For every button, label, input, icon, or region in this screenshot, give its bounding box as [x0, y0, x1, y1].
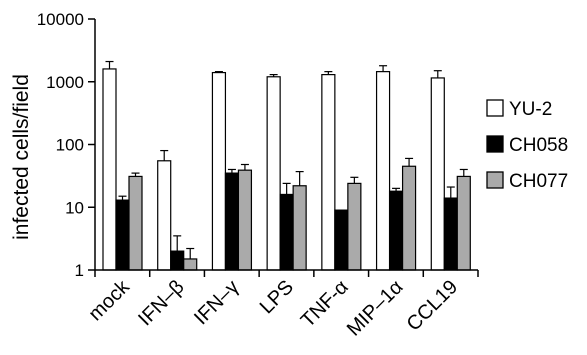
bars [102, 60, 471, 271]
y-tick-label: 10000 [37, 10, 84, 29]
bar-ch077 [292, 185, 307, 271]
x-category-label: MIP–1α [343, 276, 408, 341]
bar-ch058 [170, 250, 185, 271]
bar-ch077 [401, 165, 417, 271]
bar-ch058 [443, 197, 458, 271]
legend-swatch-ch058 [486, 135, 504, 153]
bar-ch058 [279, 193, 294, 271]
x-category-label: LPS [256, 276, 298, 318]
bar-yu-2 [430, 77, 445, 271]
bar-ch077 [183, 258, 198, 271]
bar-ch077 [237, 169, 253, 271]
legend: YU-2 CH058 CH077 [486, 99, 568, 192]
bar-yu-2 [375, 71, 391, 271]
y-tick-label: 100 [56, 136, 84, 155]
x-category-label: mock [85, 275, 135, 325]
y-tick-label: 10 [65, 198, 84, 217]
bar-yu-2 [321, 74, 336, 271]
bar-yu-2 [266, 76, 281, 271]
bar-yu-2 [211, 71, 227, 271]
x-category-label: CCL19 [403, 276, 463, 336]
bar-ch077 [347, 182, 362, 271]
legend-swatch-yu-2 [486, 99, 504, 117]
bar-ch077 [128, 175, 143, 271]
x-category-label: IFN–β [134, 276, 188, 330]
legend-swatch-ch077 [486, 171, 504, 189]
bar-ch077 [456, 175, 471, 271]
bar-yu-2 [157, 160, 172, 271]
bar-ch058 [334, 209, 349, 271]
bar-ch058 [388, 190, 404, 271]
legend-label-yu-2: YU-2 [509, 99, 552, 120]
y-tick-label: 1000 [46, 73, 84, 92]
x-category-label: IFN–γ [190, 276, 243, 329]
bar-ch058 [224, 172, 240, 271]
y-axis-title: infected cells/field [10, 74, 33, 240]
legend-label-ch077: CH077 [509, 171, 568, 192]
bar-yu-2 [102, 68, 117, 271]
y-axis: 1 10 100 1000 10000 [37, 10, 96, 280]
legend-label-ch058: CH058 [509, 135, 568, 156]
y-tick-label: 1 [75, 261, 84, 280]
bar-ch058 [115, 199, 130, 271]
